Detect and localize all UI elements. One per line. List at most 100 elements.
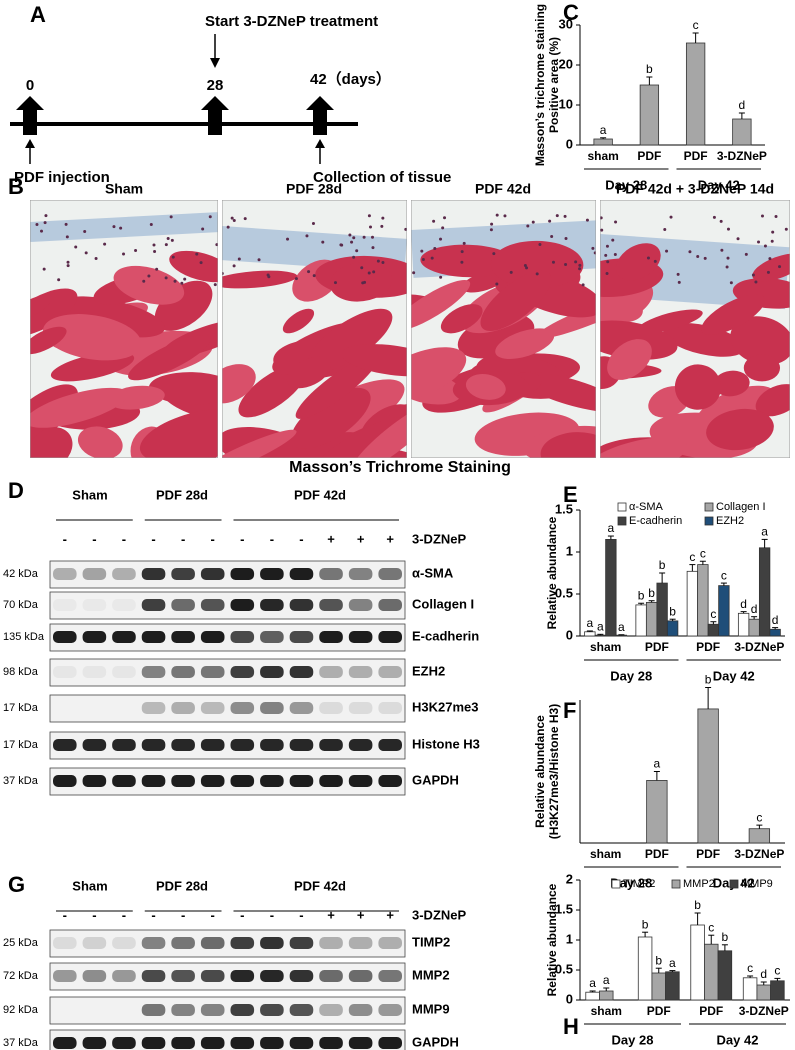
cell-nucleus (43, 221, 47, 225)
legend-swatch (617, 502, 627, 512)
bar (645, 602, 658, 637)
blot-band (348, 970, 373, 982)
muscle-fiber (222, 364, 256, 404)
cell-nucleus (760, 214, 764, 218)
y-axis-label: Relative abundance (545, 516, 559, 629)
cell-nucleus (232, 264, 236, 268)
protein-label: H3K27me3 (412, 699, 479, 714)
bar (599, 990, 614, 1001)
cell-nucleus (307, 270, 311, 274)
cell-nucleus (404, 227, 407, 231)
bar (748, 618, 760, 637)
blot-band (53, 666, 77, 678)
group-label: PDF 42d (294, 487, 346, 502)
cell-nucleus (350, 240, 354, 244)
significance-letter: c (710, 607, 716, 621)
blot-band (112, 666, 136, 678)
blot-band (230, 970, 255, 982)
muscle-fiber (341, 344, 407, 377)
panel-letter: C (563, 0, 579, 25)
significance-letter: b (642, 917, 649, 931)
bar (697, 708, 719, 844)
cell-nucleus (736, 237, 740, 241)
muscle-fiber (222, 429, 297, 458)
timeline: Start 3-DZNeP treatment 0 28 42（days） PD… (10, 13, 451, 186)
bar (686, 570, 699, 637)
cell-nucleus (669, 215, 673, 219)
protein-label: MMP9 (412, 1001, 450, 1016)
cell-nucleus (600, 228, 604, 232)
cell-nucleus (412, 271, 416, 275)
cell-nucleus (490, 222, 494, 226)
image-title: Sham (105, 181, 143, 197)
blot-band (319, 1037, 343, 1049)
legend-swatch (671, 879, 681, 889)
blot-band (289, 1037, 314, 1049)
legend-label: TIMP2 (623, 878, 655, 890)
cell-nucleus (421, 257, 425, 261)
significance-letter: c (774, 964, 780, 978)
blot-band (82, 775, 107, 787)
panel-letter: F (563, 698, 576, 723)
blot-band (378, 631, 402, 643)
cell-nucleus (149, 222, 153, 226)
legend-label: E-cadherin (629, 515, 682, 527)
histology-images (30, 200, 790, 458)
cell-nucleus (44, 214, 48, 218)
x-tick-label: PDF (645, 847, 669, 861)
muscle-fiber (295, 355, 378, 419)
cell-nucleus (725, 265, 729, 269)
cell-nucleus (523, 264, 527, 268)
muscle-fiber (56, 296, 165, 338)
cell-nucleus (766, 270, 770, 274)
kda-label: 135 kDa (3, 631, 45, 643)
cell-nucleus (663, 227, 667, 231)
significance-letter: a (608, 521, 615, 535)
lane-sign: - (181, 531, 185, 546)
blot-band (53, 775, 77, 787)
y-axis-label: (H3K27me3/Histone H3) (547, 704, 561, 839)
blot-band (319, 631, 343, 643)
bar-chart: 0 10 20 30 Masson’s trichrome staining Positi… (533, 4, 767, 193)
bar (615, 634, 628, 637)
group-label: PDF 28d (156, 487, 208, 502)
cell-nucleus (352, 255, 356, 259)
cell-nucleus (578, 263, 582, 267)
western-blots: Sham PDF 28d PDF 42d - - - - - - - - - + + +3-DZNeP 42 … (3, 487, 480, 1050)
lane-sign: - (270, 531, 274, 546)
blot-strip (49, 591, 406, 620)
bar (585, 991, 600, 1001)
cell-nucleus (208, 215, 212, 219)
cell-nucleus (42, 267, 46, 271)
blot-band (230, 568, 255, 580)
day-label: 42（days） (310, 70, 391, 88)
muscle-fiber (30, 295, 52, 319)
legend-label: α-SMA (629, 501, 664, 513)
significance-letter: a (761, 525, 768, 539)
cell-nucleus (751, 273, 755, 277)
blot-band (260, 631, 284, 643)
cell-nucleus (614, 220, 618, 224)
x-tick-label: sham (590, 847, 621, 861)
bar (758, 547, 771, 637)
blot-band (82, 937, 107, 949)
blot-band (112, 775, 136, 787)
blot-band (289, 937, 314, 949)
blot-band (348, 702, 373, 714)
kda-label: 25 kDa (3, 937, 39, 949)
blot-band (260, 666, 284, 678)
bar (605, 539, 617, 637)
cell-nucleus (551, 260, 555, 264)
cell-nucleus (169, 215, 173, 219)
cell-nucleus (605, 271, 609, 275)
group-label: Sham (72, 487, 107, 502)
cell-nucleus (703, 256, 707, 260)
muscle-fiber (616, 243, 661, 281)
blot-band (289, 568, 314, 580)
lane-sign: - (211, 907, 215, 922)
blot-band (141, 937, 166, 949)
blot-band (141, 568, 166, 580)
cell-nucleus (564, 237, 568, 241)
bar (718, 585, 730, 637)
